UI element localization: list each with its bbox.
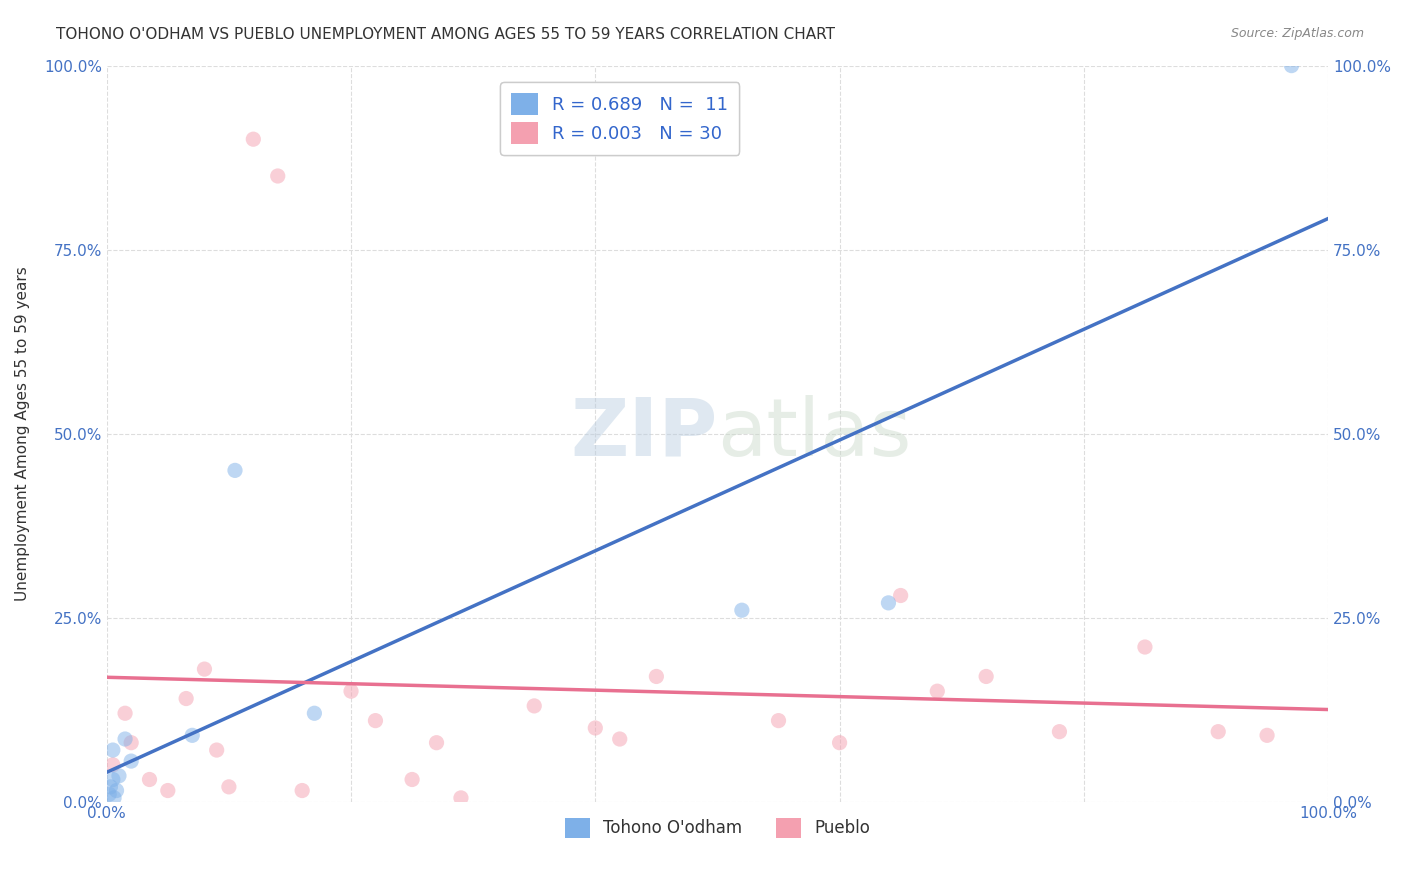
Point xyxy=(100,780,122,794)
Point xyxy=(101,757,124,772)
Point xyxy=(120,736,142,750)
Point xyxy=(181,728,204,742)
Point xyxy=(974,669,997,683)
Point xyxy=(1133,640,1156,654)
Point xyxy=(927,684,949,698)
Point xyxy=(114,706,136,721)
Text: Source: ZipAtlas.com: Source: ZipAtlas.com xyxy=(1230,27,1364,40)
Point xyxy=(114,731,136,746)
Point xyxy=(218,780,240,794)
Point xyxy=(291,783,314,797)
Point xyxy=(1281,59,1303,73)
Point xyxy=(523,698,546,713)
Legend: Tohono O'odham, Pueblo: Tohono O'odham, Pueblo xyxy=(558,811,876,845)
Point xyxy=(731,603,754,617)
Point xyxy=(304,706,326,721)
Point xyxy=(105,783,128,797)
Point xyxy=(120,754,142,768)
Point xyxy=(1206,724,1229,739)
Point xyxy=(174,691,197,706)
Point xyxy=(583,721,606,735)
Point xyxy=(877,596,900,610)
Point xyxy=(450,791,472,805)
Point xyxy=(1049,724,1071,739)
Point xyxy=(609,731,631,746)
Legend: R = 0.689   N =  11, R = 0.003   N = 30: R = 0.689 N = 11, R = 0.003 N = 30 xyxy=(501,82,740,155)
Point xyxy=(98,787,121,801)
Point xyxy=(645,669,668,683)
Point xyxy=(364,714,387,728)
Point xyxy=(340,684,363,698)
Point xyxy=(401,772,423,787)
Point xyxy=(156,783,179,797)
Text: ZIP: ZIP xyxy=(571,394,717,473)
Point xyxy=(101,743,124,757)
Point xyxy=(205,743,228,757)
Point xyxy=(425,736,447,750)
Point xyxy=(1256,728,1278,742)
Text: atlas: atlas xyxy=(717,394,912,473)
Point xyxy=(224,463,246,477)
Text: TOHONO O'ODHAM VS PUEBLO UNEMPLOYMENT AMONG AGES 55 TO 59 YEARS CORRELATION CHAR: TOHONO O'ODHAM VS PUEBLO UNEMPLOYMENT AM… xyxy=(56,27,835,42)
Point xyxy=(267,169,290,183)
Point xyxy=(138,772,160,787)
Point xyxy=(890,589,912,603)
Point xyxy=(101,772,124,787)
Point xyxy=(828,736,851,750)
Point xyxy=(768,714,790,728)
Point xyxy=(193,662,215,676)
Point xyxy=(108,769,131,783)
Y-axis label: Unemployment Among Ages 55 to 59 years: Unemployment Among Ages 55 to 59 years xyxy=(15,266,30,601)
Point xyxy=(242,132,264,146)
Point xyxy=(103,791,125,805)
